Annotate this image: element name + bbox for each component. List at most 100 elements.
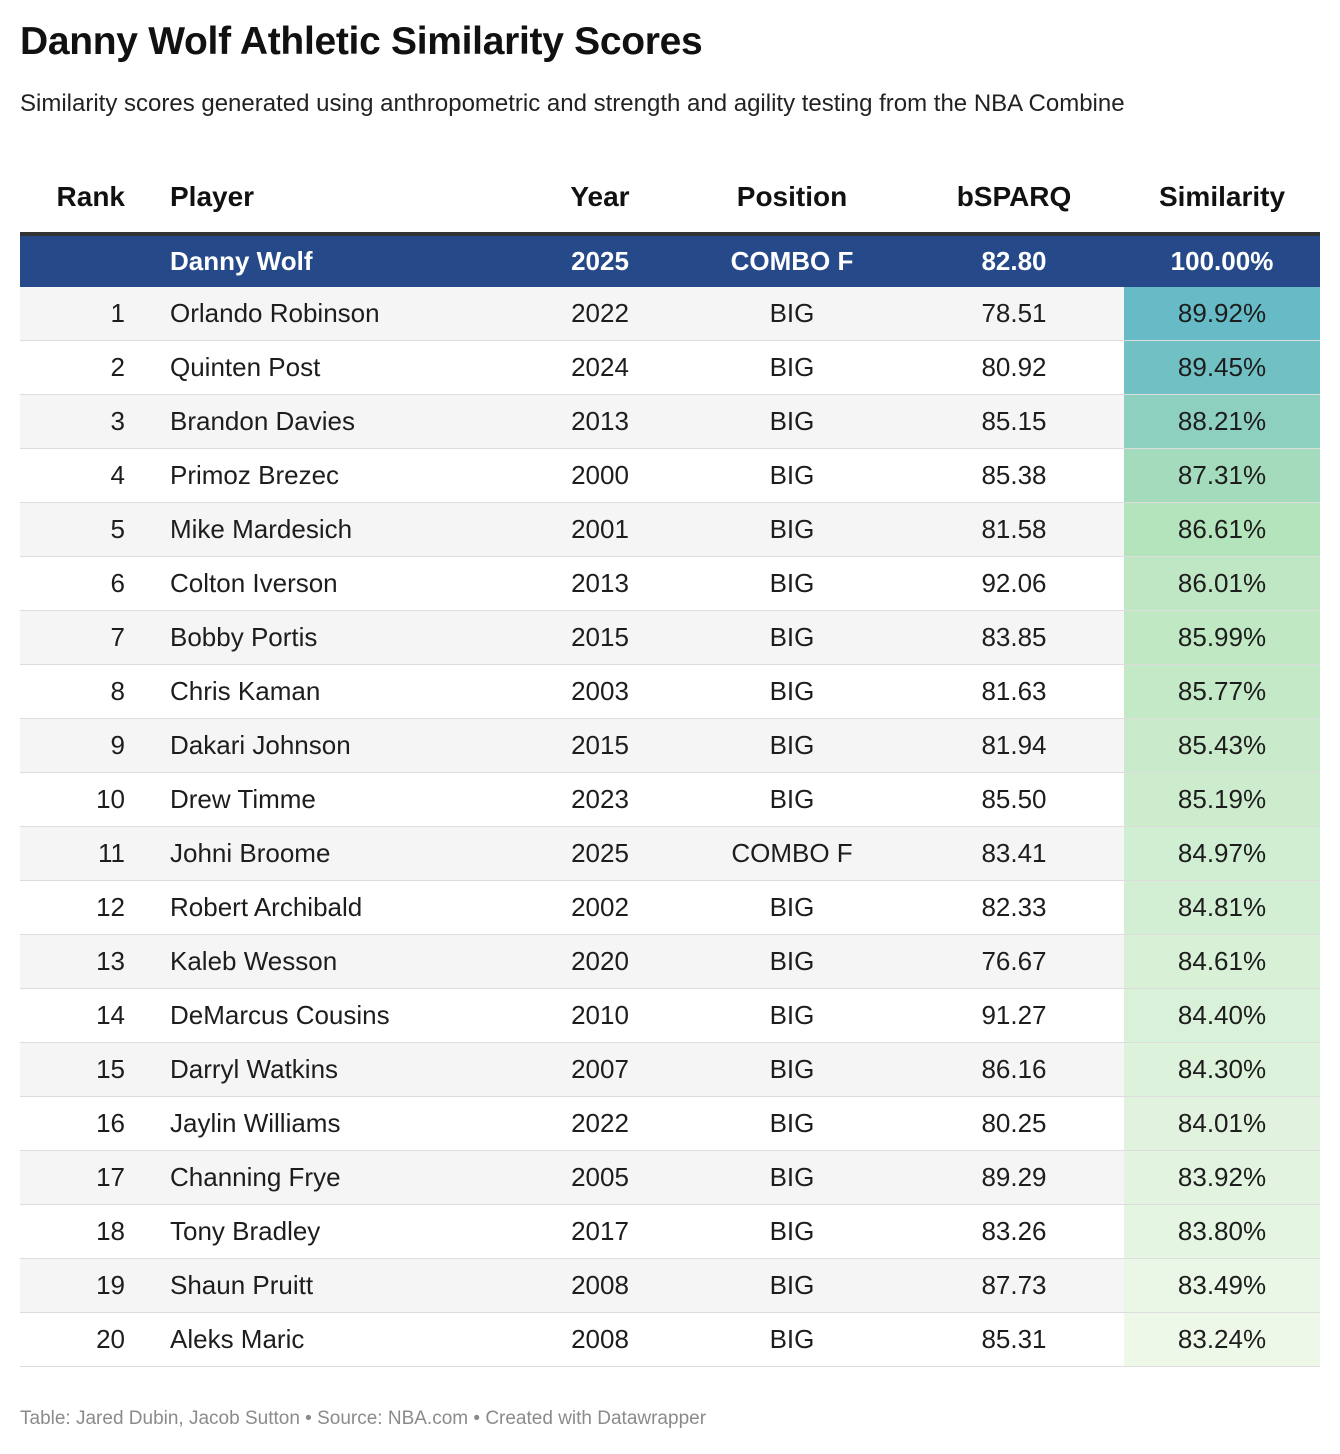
year-cell: 2008 bbox=[520, 1312, 680, 1367]
rank-cell: 20 bbox=[20, 1312, 150, 1367]
bsparq-cell: 78.51 bbox=[904, 286, 1124, 341]
player-cell: Bobby Portis bbox=[150, 610, 520, 665]
bsparq-cell: 87.73 bbox=[904, 1258, 1124, 1313]
year-cell: 2023 bbox=[520, 772, 680, 827]
year-cell: 2008 bbox=[520, 1258, 680, 1313]
position-cell: BIG bbox=[680, 664, 904, 719]
player-cell: Aleks Maric bbox=[150, 1312, 520, 1367]
player-cell: Mike Mardesich bbox=[150, 502, 520, 557]
rank-cell: 18 bbox=[20, 1204, 150, 1259]
year-cell: 2020 bbox=[520, 934, 680, 989]
bsparq-cell: 86.16 bbox=[904, 1042, 1124, 1097]
position-cell: BIG bbox=[680, 502, 904, 557]
year-cell: 2017 bbox=[520, 1204, 680, 1259]
bsparq-cell: 81.94 bbox=[904, 718, 1124, 773]
position-cell: BIG bbox=[680, 610, 904, 665]
table-row: 7 Bobby Portis 2015 BIG 83.85 85.99% bbox=[20, 610, 1320, 665]
year-cell: 2005 bbox=[520, 1150, 680, 1205]
position-cell: BIG bbox=[680, 1312, 904, 1367]
highlight-row: Danny Wolf 2025 COMBO F 82.80 100.00% bbox=[20, 234, 1320, 287]
highlight-rank bbox=[20, 234, 150, 287]
footer-credits: Table: Jared Dubin, Jacob Sutton • Sourc… bbox=[20, 1408, 707, 1429]
header-player[interactable]: Player bbox=[150, 162, 520, 236]
table-row: 3 Brandon Davies 2013 BIG 85.15 88.21% bbox=[20, 394, 1320, 449]
position-cell: BIG bbox=[680, 556, 904, 611]
year-cell: 2015 bbox=[520, 610, 680, 665]
similarity-cell: 84.81% bbox=[1124, 880, 1320, 935]
year-cell: 2022 bbox=[520, 1096, 680, 1151]
rank-cell: 9 bbox=[20, 718, 150, 773]
rank-cell: 2 bbox=[20, 340, 150, 395]
similarity-cell: 84.01% bbox=[1124, 1096, 1320, 1151]
position-cell: BIG bbox=[680, 1150, 904, 1205]
table-row: 11 Johni Broome 2025 COMBO F 83.41 84.97% bbox=[20, 826, 1320, 881]
header-position[interactable]: Position bbox=[680, 162, 904, 236]
similarity-cell: 85.77% bbox=[1124, 664, 1320, 719]
rank-cell: 6 bbox=[20, 556, 150, 611]
table-row: 8 Chris Kaman 2003 BIG 81.63 85.77% bbox=[20, 664, 1320, 719]
year-cell: 2024 bbox=[520, 340, 680, 395]
player-cell: Quinten Post bbox=[150, 340, 520, 395]
player-cell: Channing Frye bbox=[150, 1150, 520, 1205]
bsparq-cell: 81.58 bbox=[904, 502, 1124, 557]
rank-cell: 14 bbox=[20, 988, 150, 1043]
position-cell: BIG bbox=[680, 718, 904, 773]
similarity-cell: 83.24% bbox=[1124, 1312, 1320, 1367]
position-cell: BIG bbox=[680, 988, 904, 1043]
rank-cell: 5 bbox=[20, 502, 150, 557]
table-row: 1 Orlando Robinson 2022 BIG 78.51 89.92% bbox=[20, 286, 1320, 341]
position-cell: BIG bbox=[680, 394, 904, 449]
similarity-cell: 89.92% bbox=[1124, 286, 1320, 341]
bsparq-cell: 92.06 bbox=[904, 556, 1124, 611]
table-row: 10 Drew Timme 2023 BIG 85.50 85.19% bbox=[20, 772, 1320, 827]
rank-cell: 17 bbox=[20, 1150, 150, 1205]
rank-cell: 4 bbox=[20, 448, 150, 503]
rank-cell: 11 bbox=[20, 826, 150, 881]
bsparq-cell: 83.41 bbox=[904, 826, 1124, 881]
rank-cell: 10 bbox=[20, 772, 150, 827]
header-rank[interactable]: Rank bbox=[20, 162, 150, 236]
player-cell: Robert Archibald bbox=[150, 880, 520, 935]
rank-cell: 7 bbox=[20, 610, 150, 665]
bsparq-cell: 85.38 bbox=[904, 448, 1124, 503]
similarity-cell: 87.31% bbox=[1124, 448, 1320, 503]
position-cell: BIG bbox=[680, 880, 904, 935]
similarity-cell: 84.30% bbox=[1124, 1042, 1320, 1097]
table-row: 2 Quinten Post 2024 BIG 80.92 89.45% bbox=[20, 340, 1320, 395]
position-cell: BIG bbox=[680, 340, 904, 395]
bsparq-cell: 80.25 bbox=[904, 1096, 1124, 1151]
table-row: 18 Tony Bradley 2017 BIG 83.26 83.80% bbox=[20, 1204, 1320, 1259]
table-row: 9 Dakari Johnson 2015 BIG 81.94 85.43% bbox=[20, 718, 1320, 773]
table-row: 15 Darryl Watkins 2007 BIG 86.16 84.30% bbox=[20, 1042, 1320, 1097]
rank-cell: 19 bbox=[20, 1258, 150, 1313]
similarity-cell: 84.61% bbox=[1124, 934, 1320, 989]
header-bsparq[interactable]: bSPARQ bbox=[904, 162, 1124, 236]
position-cell: BIG bbox=[680, 448, 904, 503]
bsparq-cell: 83.26 bbox=[904, 1204, 1124, 1259]
position-cell: BIG bbox=[680, 1096, 904, 1151]
table-row: 20 Aleks Maric 2008 BIG 85.31 83.24% bbox=[20, 1312, 1320, 1367]
header-row: Rank Player Year Position bSPARQ Similar… bbox=[20, 162, 1320, 236]
rank-cell: 12 bbox=[20, 880, 150, 935]
table-row: 13 Kaleb Wesson 2020 BIG 76.67 84.61% bbox=[20, 934, 1320, 989]
rank-cell: 8 bbox=[20, 664, 150, 719]
year-cell: 2007 bbox=[520, 1042, 680, 1097]
similarity-cell: 84.97% bbox=[1124, 826, 1320, 881]
position-cell: BIG bbox=[680, 934, 904, 989]
header-year[interactable]: Year bbox=[520, 162, 680, 236]
player-cell: Dakari Johnson bbox=[150, 718, 520, 773]
similarity-cell: 84.40% bbox=[1124, 988, 1320, 1043]
player-cell: DeMarcus Cousins bbox=[150, 988, 520, 1043]
similarity-cell: 85.99% bbox=[1124, 610, 1320, 665]
similarity-table: Rank Player Year Position bSPARQ Similar… bbox=[20, 162, 1320, 1367]
player-cell: Shaun Pruitt bbox=[150, 1258, 520, 1313]
header-similarity[interactable]: Similarity bbox=[1124, 162, 1320, 236]
similarity-cell: 85.19% bbox=[1124, 772, 1320, 827]
table-row: 4 Primoz Brezec 2000 BIG 85.38 87.31% bbox=[20, 448, 1320, 503]
position-cell: BIG bbox=[680, 772, 904, 827]
table-row: 6 Colton Iverson 2013 BIG 92.06 86.01% bbox=[20, 556, 1320, 611]
bsparq-cell: 89.29 bbox=[904, 1150, 1124, 1205]
highlight-year: 2025 bbox=[520, 234, 680, 287]
year-cell: 2013 bbox=[520, 394, 680, 449]
player-cell: Darryl Watkins bbox=[150, 1042, 520, 1097]
